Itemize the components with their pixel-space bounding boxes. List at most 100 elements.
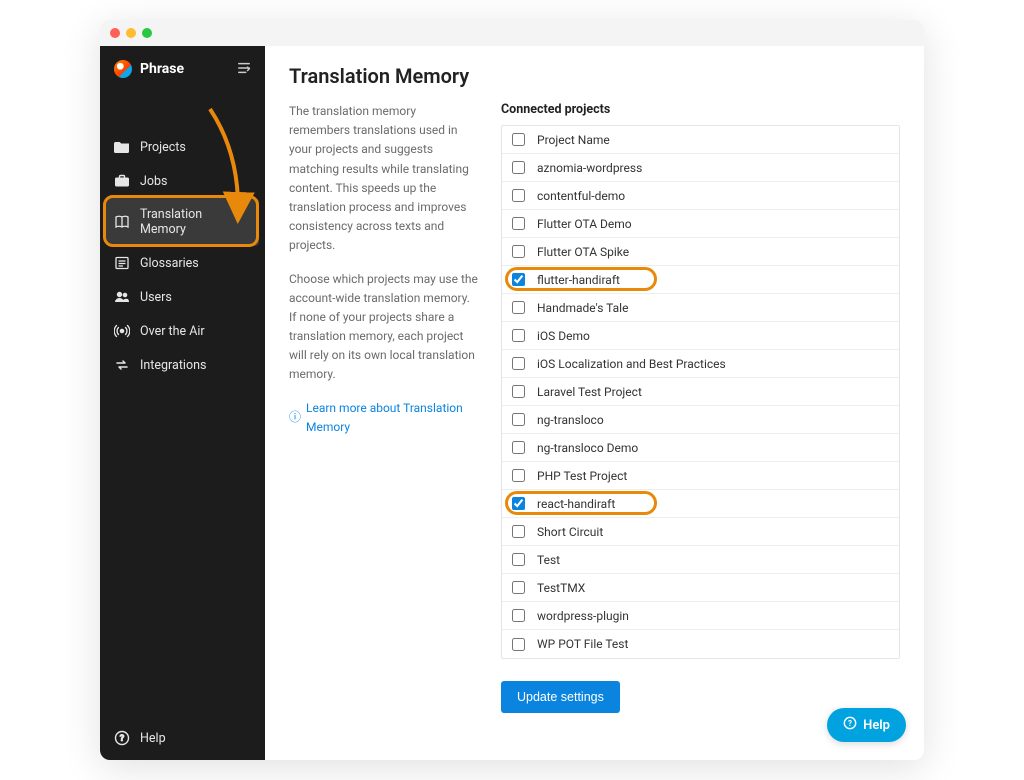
sidebar-item-glossaries[interactable]: Glossaries xyxy=(100,246,265,280)
project-name: ng-transloco xyxy=(537,413,604,427)
project-checkbox[interactable] xyxy=(512,469,525,482)
sidebar-item-label: Projects xyxy=(140,140,186,155)
project-row: PHP Test Project xyxy=(502,462,899,490)
info-icon: ⓘ xyxy=(289,408,301,427)
project-checkbox[interactable] xyxy=(512,385,525,398)
swap-icon xyxy=(114,357,130,373)
project-checkbox[interactable] xyxy=(512,553,525,566)
brand-logo-icon xyxy=(114,60,132,78)
help-pill-icon: ? xyxy=(843,716,857,734)
sidebar-collapse-icon[interactable] xyxy=(237,61,251,77)
sidebar-item-integrations[interactable]: Integrations xyxy=(100,348,265,382)
project-row: wordpress-plugin xyxy=(502,602,899,630)
project-name: Flutter OTA Demo xyxy=(537,217,632,231)
project-checkbox[interactable] xyxy=(512,497,525,510)
project-name: flutter-handiraft xyxy=(537,273,620,287)
main-content: Translation Memory The translation memor… xyxy=(265,46,924,760)
project-checkbox[interactable] xyxy=(512,413,525,426)
project-name: react-handiraft xyxy=(537,497,615,511)
project-checkbox[interactable] xyxy=(512,217,525,230)
project-row: TestTMX xyxy=(502,574,899,602)
window-zoom-icon[interactable] xyxy=(142,28,152,38)
svg-text:?: ? xyxy=(848,719,852,728)
brand[interactable]: Phrase xyxy=(100,60,265,102)
sidebar-item-label: Jobs xyxy=(140,174,168,189)
project-name: contentful-demo xyxy=(537,189,625,203)
description-paragraph-1: The translation memory remembers transla… xyxy=(289,102,479,256)
list-icon xyxy=(114,255,130,271)
project-row: WP POT File Test xyxy=(502,630,899,658)
project-name: Laravel Test Project xyxy=(537,385,642,399)
content-columns: The translation memory remembers transla… xyxy=(289,102,900,713)
description-column: The translation memory remembers transla… xyxy=(289,102,479,437)
help-icon: ? xyxy=(114,730,130,746)
project-row: Handmade's Tale xyxy=(502,294,899,322)
project-row: react-handiraft xyxy=(502,490,899,518)
sidebar-item-jobs[interactable]: Jobs xyxy=(100,164,265,198)
brand-name: Phrase xyxy=(140,61,184,77)
project-name: iOS Localization and Best Practices xyxy=(537,357,726,371)
sidebar-item-translation-memory[interactable]: Translation Memory xyxy=(106,198,259,246)
project-name: WP POT File Test xyxy=(537,637,628,651)
project-name: aznomia-wordpress xyxy=(537,161,642,175)
project-name: iOS Demo xyxy=(537,329,590,343)
svg-text:?: ? xyxy=(120,734,125,744)
project-name: ng-transloco Demo xyxy=(537,441,638,455)
learn-more-label: Learn more about Translation Memory xyxy=(306,399,479,437)
project-name: Handmade's Tale xyxy=(537,301,628,315)
project-checkbox[interactable] xyxy=(512,273,525,286)
project-row: iOS Demo xyxy=(502,322,899,350)
project-row: Flutter OTA Demo xyxy=(502,210,899,238)
description-paragraph-2: Choose which projects may use the accoun… xyxy=(289,270,479,385)
project-checkbox[interactable] xyxy=(512,357,525,370)
project-checkbox[interactable] xyxy=(512,189,525,202)
project-checkbox[interactable] xyxy=(512,245,525,258)
sidebar-item-users[interactable]: Users xyxy=(100,280,265,314)
learn-more-link[interactable]: ⓘ Learn more about Translation Memory xyxy=(289,399,479,437)
project-row: aznomia-wordpress xyxy=(502,154,899,182)
sidebar-help[interactable]: ? Help xyxy=(114,730,251,746)
project-checkbox[interactable] xyxy=(512,638,525,651)
project-row: Test xyxy=(502,546,899,574)
sidebar-item-label: Over the Air xyxy=(140,324,205,339)
sidebar-item-label: Users xyxy=(140,290,172,305)
project-row: iOS Localization and Best Practices xyxy=(502,350,899,378)
sidebar-item-label: Glossaries xyxy=(140,256,199,271)
window-minimize-icon[interactable] xyxy=(126,28,136,38)
project-name: TestTMX xyxy=(537,581,585,595)
users-icon xyxy=(114,289,130,305)
sidebar-item-over-the-air[interactable]: Over the Air xyxy=(100,314,265,348)
project-checkbox[interactable] xyxy=(512,525,525,538)
update-settings-button[interactable]: Update settings xyxy=(501,681,620,713)
project-checkbox[interactable] xyxy=(512,301,525,314)
project-checkbox[interactable] xyxy=(512,161,525,174)
project-row: Short Circuit xyxy=(502,518,899,546)
project-name: Flutter OTA Spike xyxy=(537,245,629,259)
project-name: Short Circuit xyxy=(537,525,603,539)
folder-icon xyxy=(114,139,130,155)
sidebar-item-label: Translation Memory xyxy=(140,207,251,237)
projects-table: Project Name aznomia-wordpress contentful… xyxy=(501,125,900,659)
sidebar-item-projects[interactable]: Projects xyxy=(100,130,265,164)
column-header-name: Project Name xyxy=(537,133,610,147)
project-checkbox[interactable] xyxy=(512,441,525,454)
sidebar-nav: Projects Jobs Translation Memory Glossaries… xyxy=(100,130,265,382)
broadcast-icon xyxy=(114,323,130,339)
briefcase-icon xyxy=(114,173,130,189)
project-row: Laravel Test Project xyxy=(502,378,899,406)
project-name: PHP Test Project xyxy=(537,469,627,483)
select-all-checkbox[interactable] xyxy=(512,133,525,146)
window-close-icon[interactable] xyxy=(110,28,120,38)
help-pill[interactable]: ? Help xyxy=(827,708,906,742)
mac-titlebar xyxy=(100,20,924,46)
project-name: Test xyxy=(537,553,560,567)
help-pill-label: Help xyxy=(863,718,890,733)
project-name: wordpress-plugin xyxy=(537,609,629,623)
project-checkbox[interactable] xyxy=(512,581,525,594)
project-checkbox[interactable] xyxy=(512,329,525,342)
project-checkbox[interactable] xyxy=(512,609,525,622)
projects-column: Connected projects Project Name aznomia-… xyxy=(501,102,900,713)
projects-header-row: Project Name xyxy=(502,126,899,154)
project-row: ng-transloco Demo xyxy=(502,434,899,462)
sidebar-item-label: Integrations xyxy=(140,358,206,373)
